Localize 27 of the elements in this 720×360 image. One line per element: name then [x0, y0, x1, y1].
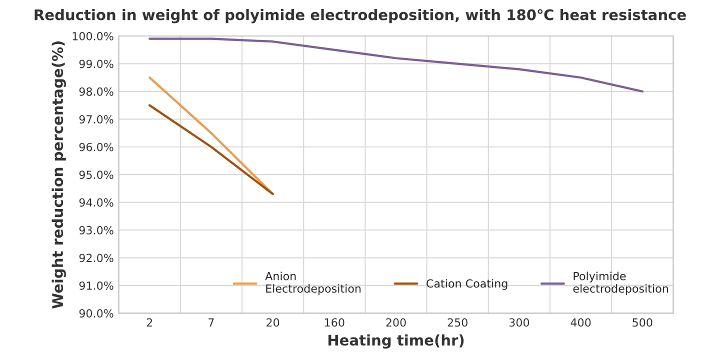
x-tick-label: 200 — [386, 318, 406, 327]
line-series — [148, 38, 644, 93]
y-tick-label: 95.0% — [79, 170, 114, 179]
x-tick-label: 2 — [146, 318, 152, 327]
y-tick-label: 100.0% — [72, 32, 114, 40]
x-tick-label: 500 — [632, 318, 652, 327]
x-tick-label: 400 — [570, 318, 591, 327]
y-axis-title: Weight reduction percentage(%) — [52, 41, 66, 309]
y-tick-label: 97.0% — [79, 115, 114, 124]
y-tick-label: 98.0% — [79, 87, 114, 96]
y-tick-label: 91.0% — [79, 281, 114, 290]
y-tick-label: 90.0% — [79, 309, 114, 318]
y-tick-label: 93.0% — [79, 226, 114, 234]
y-tick-label: 99.0% — [79, 60, 114, 68]
x-tick-label: 20 — [266, 318, 280, 327]
legend-label: Cation Coating — [426, 279, 508, 290]
x-axis-title: Heating time(hr) — [328, 334, 464, 349]
y-tick-label: 96.0% — [79, 142, 114, 152]
x-tick-label: 250 — [448, 318, 468, 327]
y-tick-label: 92.0% — [79, 254, 114, 262]
y-tick-label: 94.0% — [79, 198, 114, 207]
x-tick-label: 300 — [509, 318, 530, 327]
x-tick-label: 7 — [208, 318, 214, 327]
legend-label: Polyimide electrodeposition — [573, 272, 668, 295]
chart-title: Reduction in weight of polyimide electrodeposition, with 180℃ heat resistance — [34, 9, 686, 24]
legend-label: Anion Electrodeposition — [265, 272, 361, 295]
x-tick-label: 160 — [325, 318, 344, 327]
